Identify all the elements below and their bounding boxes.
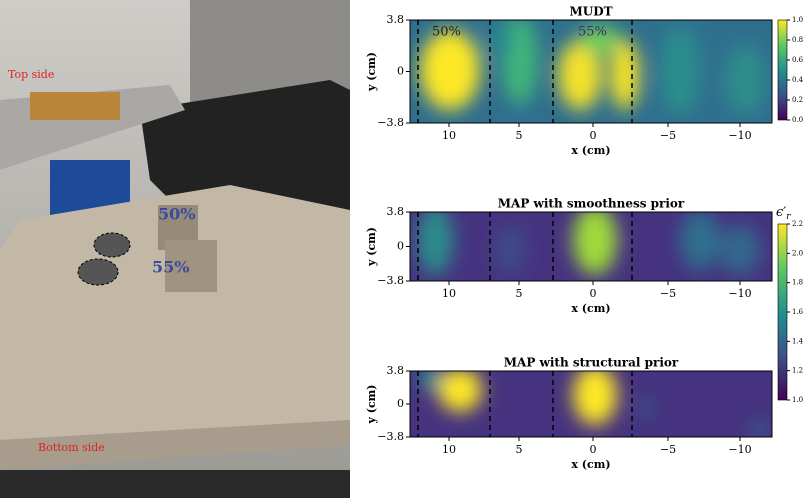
x-tick-label: 5 [516,287,523,300]
heatmap-blob [417,205,453,275]
x-tick-label: −5 [660,287,676,300]
x-tick-label: 5 [516,129,523,142]
panel-title: MAP with structural prior [504,356,679,370]
heatmap-blob [488,20,512,60]
y-tick-label: 0 [397,65,404,78]
colorbar-tick-label: 0.8 [792,36,803,44]
colorbar-tick-label: 1.4 [792,337,804,345]
colorbar [778,20,787,120]
photo: Top side Bottom side 50% 55% [0,0,350,498]
y-label: y (cm) [365,227,378,267]
colorbar-subscript: r [786,212,791,222]
photo-label: Top side [8,68,54,81]
colorbar [778,224,787,400]
heatmap-blob [573,205,617,275]
x-tick-label: 5 [516,443,523,456]
panel-title: MAP with smoothness prior [498,197,685,211]
colorbar-tick-label: 1.8 [792,279,803,287]
heatmap-blob [611,40,639,110]
photo-label: Bottom side [38,441,105,454]
colorbar-tick-label: 2.0 [792,249,803,257]
colorbar-tick-label: 1.6 [792,308,804,316]
x-tick-label: 0 [590,287,597,300]
colorbar-symbol: ϵ′ [776,205,786,220]
heatmap-blob [438,368,482,412]
y-tick-label: 0 [397,240,404,253]
colorbar-tick-label: 1.0 [792,396,803,404]
colorbar-tick-label: 0.0 [792,116,803,124]
heatmap-blob [639,400,651,416]
x-tick-label: −10 [728,443,751,456]
x-tick-label: 10 [442,287,456,300]
photo-hole [78,259,118,285]
photo-hole [94,233,130,257]
heatmap-blob [660,25,700,115]
annotation: 55% [578,25,607,40]
x-tick-label: 10 [442,129,456,142]
y-label: y (cm) [365,385,378,425]
heatmap [410,365,772,438]
heatmap-blob [725,45,765,115]
colorbar-tick-label: 0.4 [792,76,804,84]
y-label: y (cm) [365,52,378,92]
y-tick-label: 3.8 [387,364,405,377]
heatmap-blob [495,225,525,275]
colorbar-tick-label: 0.2 [792,96,803,104]
heatmap-blob [573,365,617,425]
y-tick-label: −3.8 [377,274,404,287]
photo-label: 50% [158,205,195,224]
annotation: 50% [432,25,461,40]
figure: Top side Bottom side 50% 55% MUDT y (cm) 3… [0,0,809,498]
heatmap-blob [720,225,760,275]
colorbar-tick-label: 2.2 [792,220,803,228]
heatmap [410,205,772,281]
photo-label: 55% [152,258,189,277]
heatmap-blob [680,210,720,270]
y-tick-label: −3.8 [377,430,404,443]
panel-title: MUDT [569,5,612,19]
x-label: x (cm) [571,144,610,157]
colorbar-tick-label: 1.0 [792,16,803,24]
x-label: x (cm) [571,458,610,471]
x-tick-label: 0 [590,443,597,456]
y-tick-label: 3.8 [387,205,405,218]
x-tick-label: 0 [590,129,597,142]
x-tick-label: −10 [728,129,751,142]
x-tick-label: −5 [660,443,676,456]
y-tick-label: 3.8 [387,13,405,26]
heatmap-blob [750,422,770,438]
colorbar-label: ϵ′r [776,205,791,222]
x-tick-label: −10 [728,287,751,300]
x-tick-label: −5 [660,129,676,142]
colorbar-tick-label: 0.6 [792,56,804,64]
heatmap-blob [418,366,442,390]
y-tick-label: 0 [397,397,404,410]
colorbar-tick-label: 1.2 [792,367,803,375]
photo-floor [0,470,350,498]
photo-clamps [30,92,120,120]
heatmap-blob [420,30,480,110]
y-tick-label: −3.8 [377,116,404,129]
x-tick-label: 10 [442,443,456,456]
x-label: x (cm) [571,302,610,315]
